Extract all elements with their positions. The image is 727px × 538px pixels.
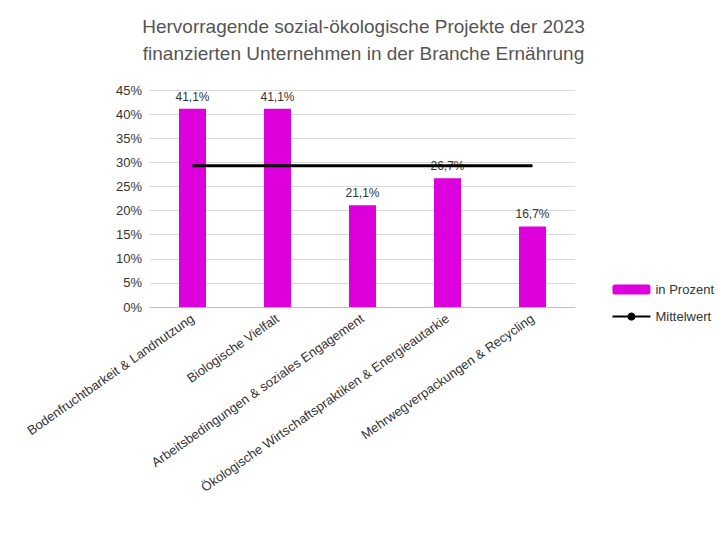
svg-text:10%: 10% (116, 251, 142, 266)
svg-text:40%: 40% (116, 107, 142, 122)
svg-text:35%: 35% (116, 131, 142, 146)
svg-text:25%: 25% (116, 179, 142, 194)
svg-text:Ökologische Wirtschaftspraktik: Ökologische Wirtschaftspraktiken & Energ… (198, 310, 452, 495)
svg-text:20%: 20% (116, 203, 142, 218)
svg-text:45%: 45% (116, 83, 142, 98)
svg-text:41,1%: 41,1% (175, 90, 209, 104)
svg-text:41,1%: 41,1% (260, 90, 294, 104)
svg-text:Arbeitsbedingungen & soziales: Arbeitsbedingungen & soziales Engagement (148, 310, 367, 470)
svg-text:Hervorragende sozial-ökologisc: Hervorragende sozial-ökologische Projekt… (142, 16, 585, 37)
svg-text:Mittelwert: Mittelwert (655, 309, 711, 324)
svg-text:0%: 0% (123, 300, 142, 315)
svg-text:finanzierten Unternehmen in de: finanzierten Unternehmen in der Branche … (143, 43, 585, 64)
svg-text:Mehrwegverpackungen & Recyclin: Mehrwegverpackungen & Recycling (358, 311, 536, 442)
svg-text:Biologische Vielfalt: Biologische Vielfalt (184, 310, 282, 386)
svg-text:15%: 15% (116, 227, 142, 242)
svg-text:in Prozent: in Prozent (655, 282, 714, 297)
svg-text:16,7%: 16,7% (515, 207, 549, 221)
svg-text:Bodenfruchtbarkeit & Landnutzu: Bodenfruchtbarkeit & Landnutzung (24, 311, 197, 438)
svg-text:30%: 30% (116, 155, 142, 170)
svg-text:26,7%: 26,7% (430, 159, 465, 174)
svg-text:5%: 5% (123, 275, 142, 290)
svg-text:21,1%: 21,1% (345, 186, 379, 200)
